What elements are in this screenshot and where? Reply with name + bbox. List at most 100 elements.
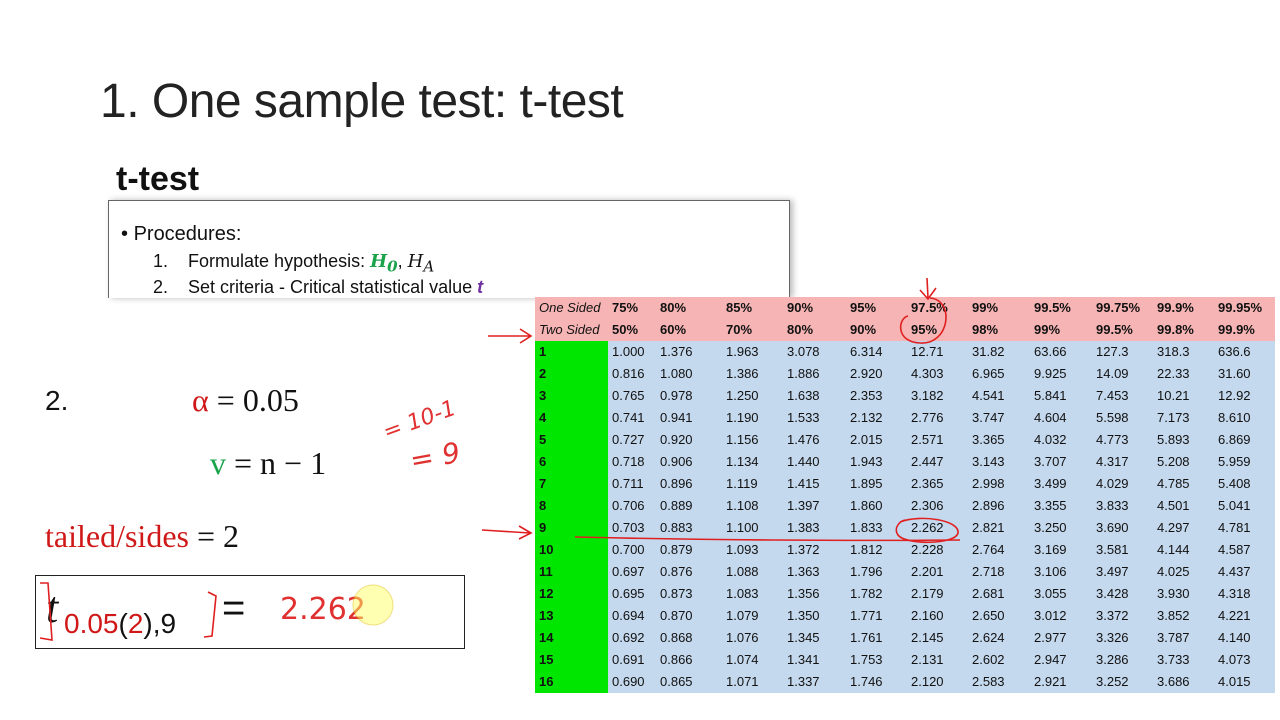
table-cell: 80% xyxy=(783,319,846,341)
tails-label: tailed/sides xyxy=(45,518,189,554)
table-cell: 8 xyxy=(535,495,608,517)
table-cell: 5.959 xyxy=(1214,451,1275,473)
table-cell: 1.108 xyxy=(722,495,783,517)
table-cell: 0.865 xyxy=(656,671,722,693)
table-cell: 5.041 xyxy=(1214,495,1275,517)
table-cell: 1.088 xyxy=(722,561,783,583)
table-cell: 3.787 xyxy=(1153,627,1214,649)
table-cell: 5.841 xyxy=(1030,385,1092,407)
step-number: 2. xyxy=(153,277,169,297)
tails-rhs: = 2 xyxy=(196,518,240,554)
table-cell: 1.963 xyxy=(722,341,783,363)
table-cell: 2.947 xyxy=(1030,649,1092,671)
table-cell: 1.533 xyxy=(783,407,846,429)
table-cell: 1.363 xyxy=(783,561,846,583)
table-cell: 3.078 xyxy=(783,341,846,363)
table-cell: 6.314 xyxy=(846,341,907,363)
table-cell: 1.074 xyxy=(722,649,783,671)
table-cell: 2.015 xyxy=(846,429,907,451)
result-symbol: t xyxy=(46,583,59,632)
table-cell: 8.610 xyxy=(1214,407,1275,429)
table-cell: 1.753 xyxy=(846,649,907,671)
table-cell: 7 xyxy=(535,473,608,495)
alpha-symbol: α xyxy=(192,382,209,418)
h0: H0 xyxy=(370,251,397,276)
table-cell: 2.718 xyxy=(968,561,1030,583)
table-cell: 3.326 xyxy=(1092,627,1153,649)
table-cell: 97.5% xyxy=(907,297,968,319)
table-cell: 98% xyxy=(968,319,1030,341)
table-cell: 14 xyxy=(535,627,608,649)
table-cell: 4.604 xyxy=(1030,407,1092,429)
table-cell: 7.453 xyxy=(1092,385,1153,407)
table-cell: 99.5% xyxy=(1092,319,1153,341)
table-cell: 0.816 xyxy=(608,363,656,385)
table-cell: 3.497 xyxy=(1092,561,1153,583)
table-cell: 12 xyxy=(535,583,608,605)
table-cell: 0.876 xyxy=(656,561,722,583)
table-cell: 4.140 xyxy=(1214,627,1275,649)
table-cell: 12.92 xyxy=(1214,385,1275,407)
table-cell: Two Sided xyxy=(535,319,608,341)
ha: HA xyxy=(408,251,435,276)
table-cell: 6 xyxy=(535,451,608,473)
table-cell: 3.250 xyxy=(1030,517,1092,539)
table-cell: 3.852 xyxy=(1153,605,1214,627)
table-cell: 6.965 xyxy=(968,363,1030,385)
alpha-eq: α = 0.05 xyxy=(192,382,299,419)
table-cell: 1.860 xyxy=(846,495,907,517)
table-cell: 1.397 xyxy=(783,495,846,517)
table-cell: 0.711 xyxy=(608,473,656,495)
alpha-rhs: = 0.05 xyxy=(216,382,299,418)
table-cell: One Sided xyxy=(535,297,608,319)
table-cell: 636.6 xyxy=(1214,341,1275,363)
dof-eq: v = n − 1 xyxy=(210,445,326,482)
table-cell: 2.262 xyxy=(907,517,968,539)
table-cell: 2.602 xyxy=(968,649,1030,671)
table-cell: 15 xyxy=(535,649,608,671)
table-cell: 1.341 xyxy=(783,649,846,671)
table-cell: 1.383 xyxy=(783,517,846,539)
table-cell: 4.587 xyxy=(1214,539,1275,561)
table-cell: 3.690 xyxy=(1092,517,1153,539)
table-cell: 3.365 xyxy=(968,429,1030,451)
table-cell: 0.765 xyxy=(608,385,656,407)
table-cell: 3.733 xyxy=(1153,649,1214,671)
handwritten-answer: 2.262 xyxy=(280,592,366,627)
table-cell: 0.879 xyxy=(656,539,722,561)
table-cell: 0.889 xyxy=(656,495,722,517)
table-cell: 1.886 xyxy=(783,363,846,385)
table-cell: 2.896 xyxy=(968,495,1030,517)
table-cell: 2.179 xyxy=(907,583,968,605)
table-cell: 3.143 xyxy=(968,451,1030,473)
table-cell: 1.476 xyxy=(783,429,846,451)
table-cell: 1.100 xyxy=(722,517,783,539)
table-cell: 4 xyxy=(535,407,608,429)
result-tails: 2 xyxy=(127,608,144,639)
table-cell: 0.697 xyxy=(608,561,656,583)
table-cell: 3 xyxy=(535,385,608,407)
table-cell: 4.541 xyxy=(968,385,1030,407)
result-subscript: 0.05(2),9 xyxy=(64,608,176,640)
table-cell: 2.977 xyxy=(1030,627,1092,649)
table-cell: 3.707 xyxy=(1030,451,1092,473)
table-cell: 4.073 xyxy=(1214,649,1275,671)
table-cell: 2.571 xyxy=(907,429,968,451)
table-cell: 1.156 xyxy=(722,429,783,451)
table-cell: 9 xyxy=(535,517,608,539)
table-cell: 1.250 xyxy=(722,385,783,407)
table-cell: 0.694 xyxy=(608,605,656,627)
table-cell: 3.747 xyxy=(968,407,1030,429)
table-cell: 4.025 xyxy=(1153,561,1214,583)
table-cell: 0.868 xyxy=(656,627,722,649)
step: 1. Formulate hypothesis: H0, HA xyxy=(153,251,434,276)
table-cell: 2.624 xyxy=(968,627,1030,649)
table-cell: 1.746 xyxy=(846,671,907,693)
table-cell: 1.812 xyxy=(846,539,907,561)
table-cell: 1.190 xyxy=(722,407,783,429)
table-cell: 4.015 xyxy=(1214,671,1275,693)
table-cell: 0.703 xyxy=(608,517,656,539)
table-cell: 3.169 xyxy=(1030,539,1092,561)
table-cell: 1.895 xyxy=(846,473,907,495)
table-cell: 22.33 xyxy=(1153,363,1214,385)
